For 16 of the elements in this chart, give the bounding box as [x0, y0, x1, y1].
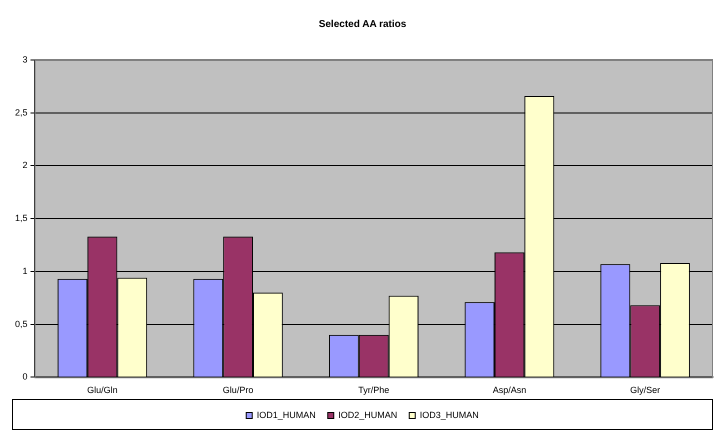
- y-tick-label: 1,5: [14, 213, 28, 224]
- legend-label: IOD2_HUMAN: [338, 410, 398, 420]
- x-tick-label: Glu/Gln: [87, 385, 118, 396]
- x-tick-label: Tyr/Phe: [358, 385, 390, 396]
- y-tick-label: 2: [22, 160, 28, 170]
- legend-label: IOD3_HUMAN: [420, 410, 479, 420]
- y-tick-label: 1: [22, 266, 28, 276]
- y-tick-label: 2,5: [14, 107, 28, 118]
- y-tick-label: 3: [22, 54, 28, 64]
- legend-label: IOD1_HUMAN: [256, 410, 316, 420]
- chart-title: Selected AA ratios: [318, 18, 407, 30]
- x-tick-label: Gly/Ser: [630, 385, 660, 396]
- x-tick-label: Asp/Asn: [492, 385, 526, 396]
- y-tick-label: 0: [22, 372, 28, 382]
- y-tick-label: 0,5: [14, 318, 28, 329]
- x-tick-label: Glu/Pro: [222, 385, 254, 396]
